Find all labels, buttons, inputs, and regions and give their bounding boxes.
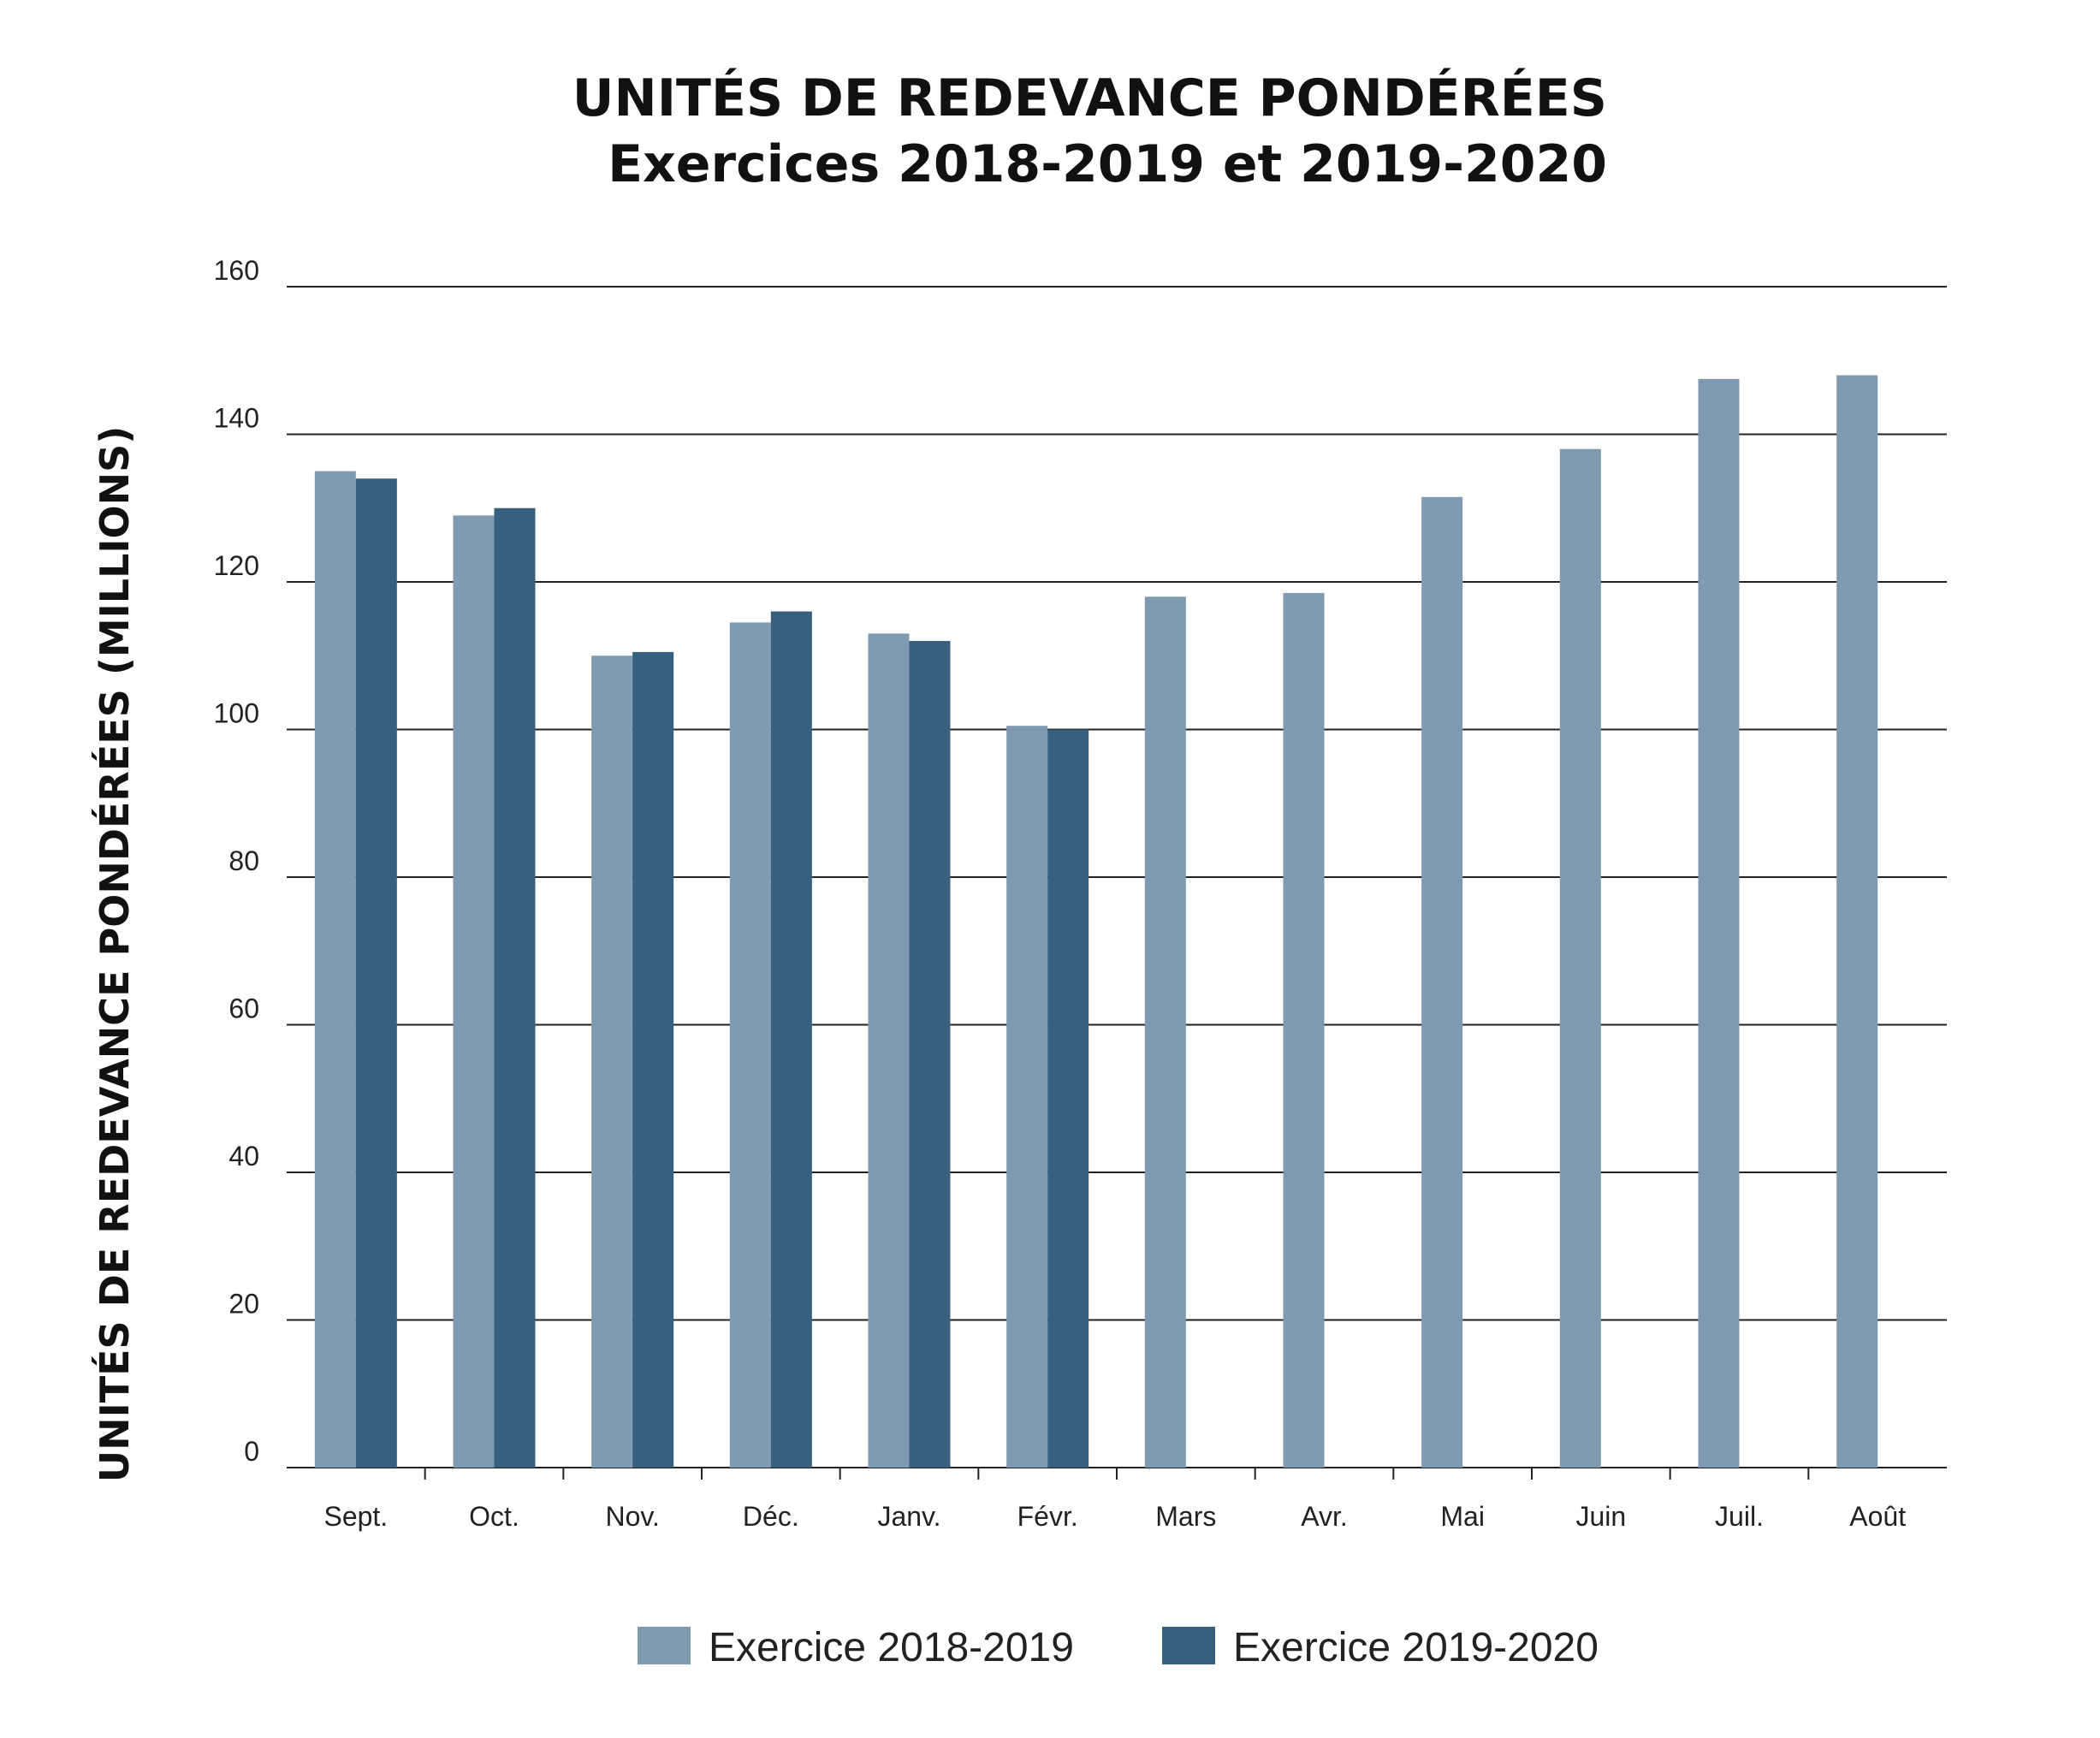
bar-2018-2019 [868, 633, 910, 1468]
legend-swatch [1162, 1627, 1215, 1664]
x-tick-label: Févr. [1017, 1501, 1078, 1532]
x-tick-label: Janv. [877, 1501, 940, 1532]
x-tick-labels: Sept. Oct. Nov. Déc. Janv. Févr. Mars Avr. Mai Ju… [323, 1468, 1906, 1532]
bar-2019-2020 [909, 641, 951, 1468]
y-tick-label: 80 [228, 845, 259, 876]
y-tick-label: 160 [214, 255, 259, 286]
chart-title: UNITÉS DE REDEVANCE PONDÉRÉES [572, 67, 1607, 128]
bar-2019-2020 [1047, 729, 1089, 1468]
legend-label: Exercice 2018-2019 [709, 1625, 1074, 1670]
bar-2018-2019 [1144, 596, 1186, 1468]
bar-2018-2019 [1283, 592, 1325, 1468]
legend-label: Exercice 2019-2020 [1233, 1625, 1599, 1670]
bar-2019-2020 [494, 507, 536, 1468]
x-tick-label: Avr. [1301, 1501, 1348, 1532]
legend: Exercice 2018-2019 Exercice 2019-2020 [638, 1625, 1599, 1670]
bar-2018-2019 [314, 471, 356, 1468]
x-tick-label: Août [1849, 1501, 1906, 1532]
x-tick-label: Sept. [323, 1501, 388, 1532]
x-tick-label: Juil. [1715, 1501, 1764, 1532]
x-tick-label: Déc. [743, 1501, 799, 1532]
y-tick-labels: 0 20 40 60 80 100 120 140 160 [214, 255, 259, 1467]
bars [314, 375, 1878, 1468]
x-tick-label: Mars [1155, 1501, 1216, 1532]
y-tick-label: 60 [228, 994, 259, 1024]
chart-subtitle: Exercices 2018-2019 et 2019-2020 [608, 134, 1607, 194]
bar-2019-2020 [355, 478, 397, 1468]
bar-2019-2020 [770, 611, 812, 1468]
bar-2018-2019 [1421, 496, 1463, 1468]
bar-2018-2019 [1836, 375, 1878, 1468]
x-tick-label: Mai [1440, 1501, 1485, 1532]
y-tick-label: 0 [244, 1436, 259, 1467]
y-tick-label: 140 [214, 403, 259, 434]
bar-2018-2019 [1006, 726, 1048, 1468]
y-axis-label: UNITÉS DE REDEVANCE PONDÉRÉES (MILLIONS) [92, 426, 138, 1483]
y-tick-label: 20 [228, 1289, 259, 1320]
bar-2018-2019 [591, 655, 633, 1468]
legend-swatch [638, 1627, 691, 1664]
y-tick-label: 100 [214, 698, 259, 729]
bar-2018-2019 [453, 515, 495, 1468]
bar-2018-2019 [729, 622, 771, 1468]
y-tick-label: 40 [228, 1141, 259, 1172]
y-tick-label: 120 [214, 550, 259, 581]
x-tick-label: Juin [1575, 1501, 1626, 1532]
bar-2019-2020 [632, 651, 674, 1468]
x-tick-label: Nov. [605, 1501, 659, 1532]
x-tick-label: Oct. [469, 1501, 519, 1532]
gridlines [287, 286, 1947, 1468]
bar-2018-2019 [1559, 448, 1601, 1468]
bar-2018-2019 [1698, 378, 1740, 1468]
